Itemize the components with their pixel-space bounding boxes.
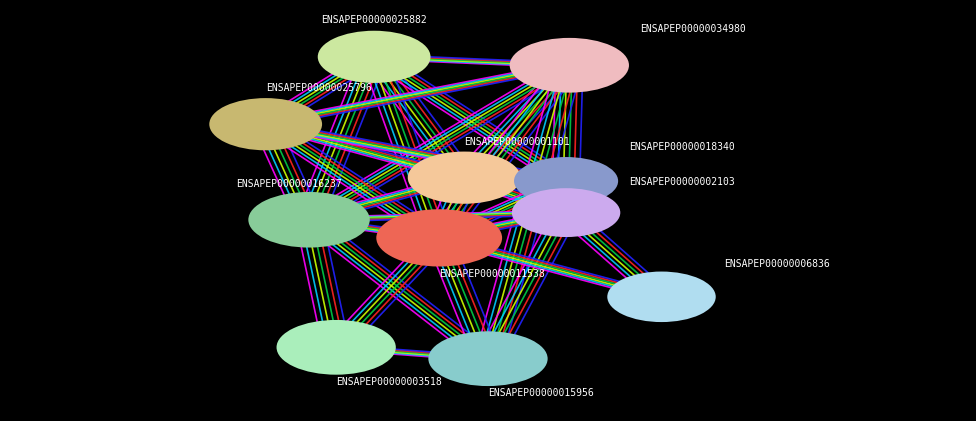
Ellipse shape bbox=[318, 31, 430, 83]
Text: ENSAPEP00000018340: ENSAPEP00000018340 bbox=[629, 141, 735, 152]
Text: ENSAPEP00000034980: ENSAPEP00000034980 bbox=[640, 24, 746, 34]
Text: ENSAPEP00000001101: ENSAPEP00000001101 bbox=[465, 137, 570, 147]
Ellipse shape bbox=[607, 272, 715, 322]
Text: ENSAPEP00000002103: ENSAPEP00000002103 bbox=[629, 177, 735, 187]
Ellipse shape bbox=[377, 209, 502, 266]
Text: ENSAPEP00000011538: ENSAPEP00000011538 bbox=[439, 269, 545, 280]
Ellipse shape bbox=[209, 98, 322, 150]
Ellipse shape bbox=[428, 331, 548, 386]
Ellipse shape bbox=[408, 152, 520, 204]
Ellipse shape bbox=[514, 157, 618, 205]
Ellipse shape bbox=[276, 320, 396, 375]
Text: ENSAPEP00000016237: ENSAPEP00000016237 bbox=[236, 179, 343, 189]
Text: ENSAPEP00000015956: ENSAPEP00000015956 bbox=[488, 388, 593, 398]
Text: ENSAPEP00000003518: ENSAPEP00000003518 bbox=[336, 377, 442, 387]
Ellipse shape bbox=[509, 38, 629, 93]
Text: ENSAPEP00000025882: ENSAPEP00000025882 bbox=[321, 15, 427, 25]
Text: ENSAPEP00000025796: ENSAPEP00000025796 bbox=[265, 83, 372, 93]
Ellipse shape bbox=[248, 192, 370, 248]
Ellipse shape bbox=[511, 188, 621, 237]
Text: ENSAPEP00000006836: ENSAPEP00000006836 bbox=[724, 259, 831, 269]
